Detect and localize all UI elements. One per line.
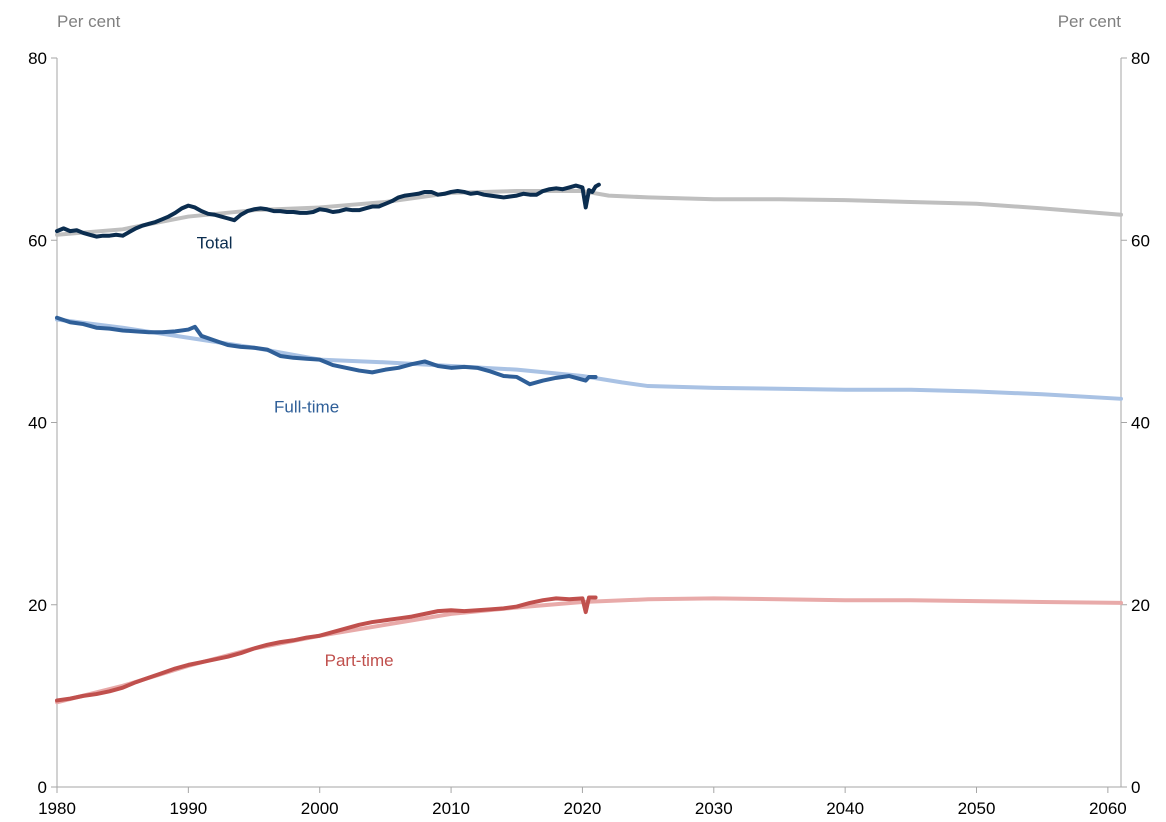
y-tick-label-left: 60 — [28, 231, 47, 250]
series-label: Total — [197, 233, 233, 252]
right-unit-label: Per cent — [1058, 12, 1122, 31]
x-tick-label: 2060 — [1089, 799, 1127, 818]
x-tick-label: 1980 — [38, 799, 76, 818]
y-tick-label-right: 80 — [1131, 49, 1150, 68]
x-tick-label: 1990 — [169, 799, 207, 818]
series-line-4 — [55, 595, 598, 703]
series-label: Part-time — [325, 651, 394, 670]
y-tick-label-right: 40 — [1131, 414, 1150, 433]
left-unit-label: Per cent — [57, 12, 121, 31]
x-tick-label: 2020 — [564, 799, 602, 818]
y-tick-label-left: 20 — [28, 596, 47, 615]
series-line-0 — [55, 182, 601, 239]
y-tick-label-right: 20 — [1131, 596, 1150, 615]
y-tick-label-left: 0 — [38, 778, 47, 797]
series-labels: Total Full-time Part-time — [197, 233, 394, 669]
x-tick-label: 2050 — [958, 799, 996, 818]
series-line-3 — [55, 317, 1123, 401]
series-line-5 — [55, 596, 1123, 705]
y-tick-label-right: 60 — [1131, 231, 1150, 250]
y-tick-label-left: 40 — [28, 414, 47, 433]
x-tick-label: 2010 — [432, 799, 470, 818]
series-label: Full-time — [274, 397, 339, 416]
y-tick-label-left: 80 — [28, 49, 47, 68]
x-tick-label: 2000 — [301, 799, 339, 818]
x-tick-label: 2040 — [826, 799, 864, 818]
series-line-2 — [55, 315, 598, 387]
series-layer — [55, 182, 1123, 705]
x-tick-label: 2030 — [695, 799, 733, 818]
y-tick-label-right: 0 — [1131, 778, 1140, 797]
